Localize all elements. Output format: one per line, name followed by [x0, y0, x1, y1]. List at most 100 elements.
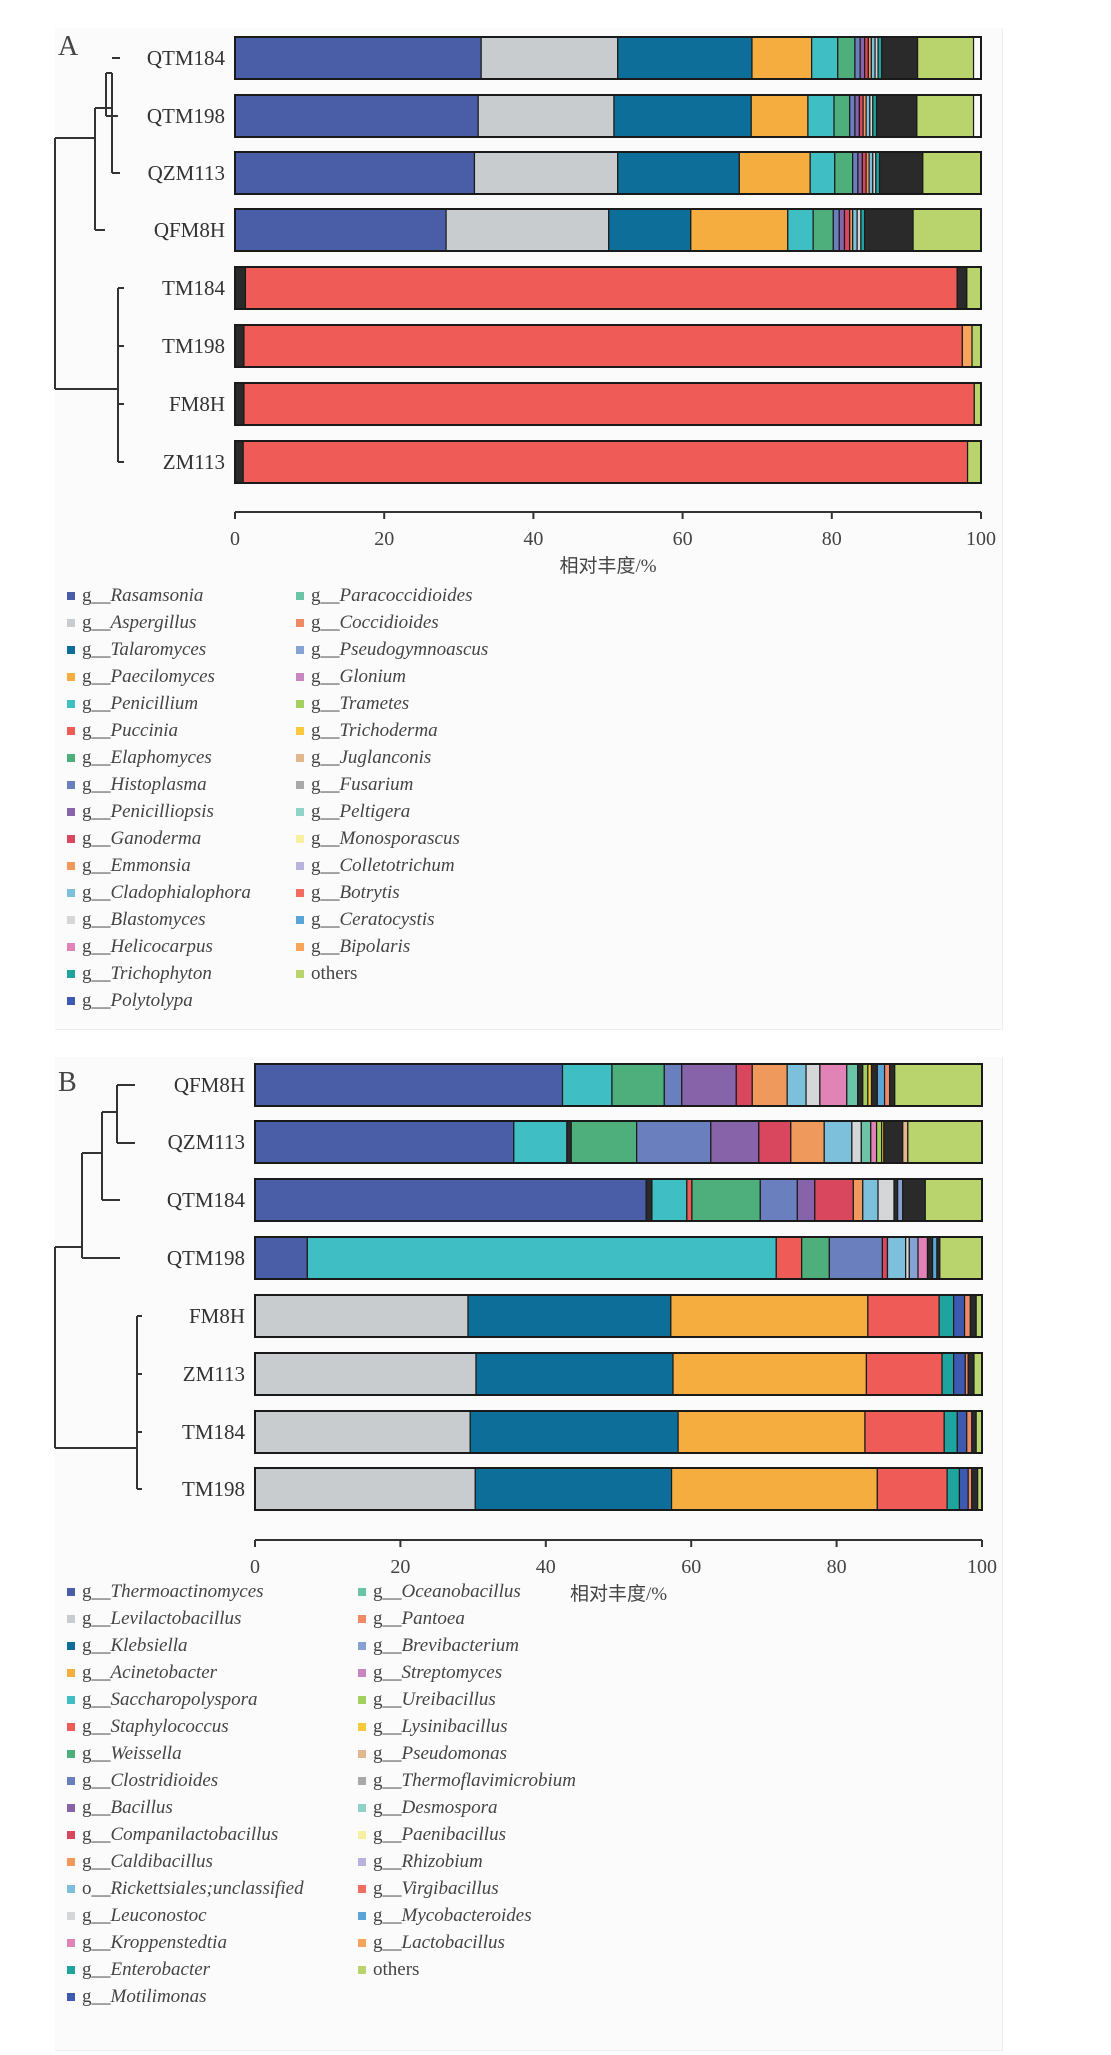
sample-label: TM184 — [182, 1420, 246, 1444]
legend-label: Ureibacillus — [401, 1689, 496, 1710]
bar-segment-weissella — [570, 1120, 638, 1164]
legend-label: Weissella — [110, 1743, 182, 1764]
x-axis-title: 相对丰度/% — [570, 1583, 667, 1605]
bar-segment-bacillus — [710, 1120, 760, 1164]
legend-swatch — [67, 1614, 75, 1623]
legend-label: Histoplasma — [110, 774, 207, 795]
bar-segment-oceanobacillus — [846, 1063, 859, 1107]
sample-label: TM184 — [162, 276, 226, 300]
bar-segment-others — [922, 151, 982, 195]
bar-segment-others — [973, 1352, 983, 1396]
legend-swatch — [358, 1857, 366, 1866]
legend-label: Paracoccidioides — [339, 585, 473, 606]
bar-segment-rickettsiales-unclassified — [786, 1063, 807, 1107]
legend-swatch — [67, 1884, 75, 1893]
legend-label: Rasamsonia — [110, 585, 204, 606]
legend-item-penicilliopsis: g__ Penicilliopsis — [67, 798, 251, 825]
legend-prefix: g__ — [311, 774, 340, 795]
bar-qzm113: QZM113 — [148, 151, 982, 195]
legend-swatch — [358, 1776, 366, 1785]
bar-segment-aspergillus — [477, 94, 615, 138]
bar-segment-weissella — [691, 1178, 761, 1222]
bar-segment-minor-taxa-dark — [566, 1120, 572, 1164]
bar-segment-clostridioides — [663, 1063, 683, 1107]
legend-item-fusarium: g__ Fusarium — [296, 771, 488, 798]
bar-fm8h: FM8H — [189, 1294, 983, 1338]
legend-item-virgibacillus: g__ Virgibacillus — [358, 1875, 576, 1902]
x-tick-label: 60 — [681, 1556, 701, 1578]
sample-label: FM8H — [189, 1304, 245, 1328]
sample-label: TM198 — [182, 1477, 245, 1501]
legend-label: Rhizobium — [401, 1851, 483, 1872]
bar-outline — [254, 1467, 983, 1511]
panel-b — [55, 1057, 1003, 2051]
legend-label: Elaphomyces — [110, 747, 212, 768]
bar-segment-others — [912, 208, 982, 252]
legend-prefix: g__ — [373, 1797, 402, 1818]
legend-label: Pantoea — [401, 1608, 465, 1629]
legend-item-rickettsiales-unclassified: o__ Rickettsiales;unclassified — [67, 1875, 304, 1902]
bar-segment-others — [973, 382, 982, 426]
legend-label: Virgibacillus — [401, 1878, 499, 1899]
bar-segment-staphylococcus — [867, 1294, 940, 1338]
legend-swatch — [67, 1803, 75, 1812]
legend-label: Clostridioides — [110, 1770, 219, 1791]
legend-swatch — [358, 1722, 366, 1731]
bar-segment-minor-taxa-dark — [902, 1178, 926, 1222]
legend-item-puccinia: g__ Puccinia — [67, 717, 251, 744]
legend-swatch — [67, 1911, 75, 1920]
legend-label: Trichoderma — [339, 720, 438, 741]
dendrogram — [54, 1084, 142, 1490]
legend-item-paecilomyces: g__ Paecilomyces — [67, 663, 251, 690]
legend-swatch — [67, 618, 75, 627]
bar-segment-companilactobacillus — [735, 1063, 753, 1107]
bar-segment-motilimonas — [956, 1410, 968, 1454]
legend-prefix: g__ — [82, 1905, 111, 1926]
legend-prefix: g__ — [373, 1662, 402, 1683]
legend-prefix: g__ — [373, 1851, 402, 1872]
legend-swatch — [67, 591, 75, 600]
legend-prefix: g__ — [311, 828, 340, 849]
bar-zm113: ZM113 — [183, 1352, 983, 1396]
legend-label: Levilactobacillus — [110, 1608, 242, 1629]
legend-item-saccharopolyspora: g__ Saccharopolyspora — [67, 1686, 304, 1713]
legend-prefix: g__ — [311, 612, 340, 633]
legend-swatch — [296, 942, 304, 951]
x-tick-label: 60 — [673, 528, 693, 550]
bar-segment-acinetobacter — [677, 1410, 866, 1454]
legend-prefix: g__ — [373, 1581, 402, 1602]
legend-prefix: g__ — [311, 585, 340, 606]
bar-segment-minor-taxa-dark — [870, 1063, 878, 1107]
legend-prefix: g__ — [82, 1986, 111, 2007]
legend-prefix: g__ — [82, 1581, 111, 1602]
bar-outline — [234, 36, 982, 80]
legend-label: Caldibacillus — [110, 1851, 213, 1872]
bar-segment-aspergillus — [480, 36, 619, 80]
legend-label: Coccidioides — [339, 612, 439, 633]
legend-prefix: g__ — [373, 1770, 402, 1791]
bar-segment-klebsiella — [467, 1294, 672, 1338]
legend-item-pseudomonas: g__ Pseudomonas — [358, 1740, 576, 1767]
x-tick-label: 20 — [374, 528, 394, 550]
legend-label: Cladophialophora — [110, 882, 251, 903]
bar-segment-paecilomyces — [751, 36, 813, 80]
bar-segment-motilimonas — [953, 1352, 966, 1396]
bar-segment-saccharopolyspora — [561, 1063, 613, 1107]
bar-segment-staphylococcus — [865, 1352, 943, 1396]
legend-item-thermoflavimicrobium: g__ Thermoflavimicrobium — [358, 1767, 576, 1794]
legend-swatch — [358, 1587, 366, 1596]
bar-segment-enterobacter — [943, 1410, 958, 1454]
legend-swatch — [67, 672, 75, 681]
legend-swatch — [67, 888, 75, 897]
bar-qtm198: QTM198 — [147, 94, 982, 138]
legend-label: Thermoactinomyces — [110, 1581, 264, 1602]
bar-segment-puccinia — [243, 382, 975, 426]
legend-item-motilimonas: g__ Motilimonas — [67, 1983, 304, 2010]
legend-prefix: g__ — [82, 1851, 111, 1872]
legend-item-glonium: g__ Glonium — [296, 663, 488, 690]
legend-item-bacillus: g__ Bacillus — [67, 1794, 304, 1821]
bar-segment-ureibacillus — [862, 1063, 869, 1107]
bar-segment-rasamsonia — [234, 151, 476, 195]
legend-label: Penicillium — [110, 693, 199, 714]
legend-label: Staphylococcus — [110, 1716, 229, 1737]
